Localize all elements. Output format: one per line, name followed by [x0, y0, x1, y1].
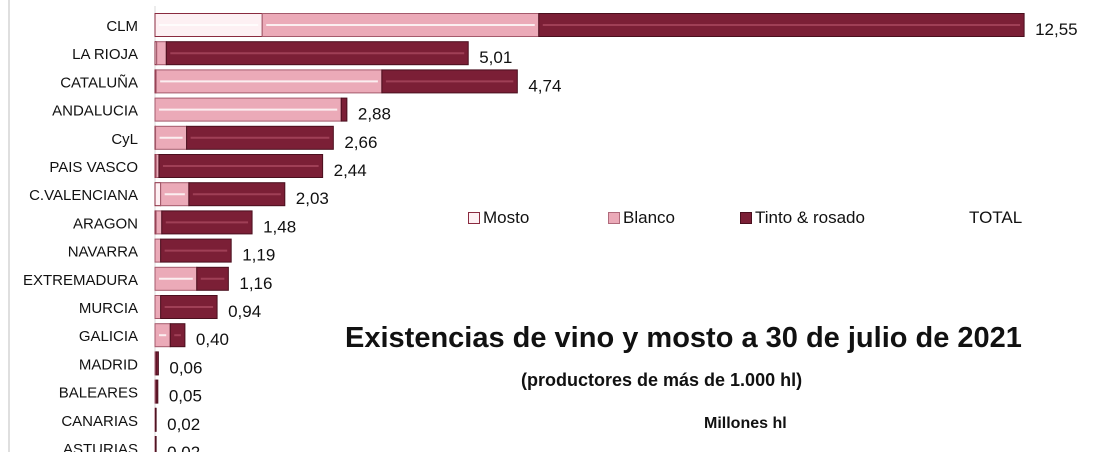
legend: Mosto Blanco Tinto & rosado TOTAL [468, 208, 1068, 232]
total-label-la-rioja: 5,01 [479, 48, 512, 67]
legend-item-mosto: Mosto [468, 208, 529, 228]
legend-item-tinto: Tinto & rosado [740, 208, 865, 228]
total-label-catalu-a: 4,74 [528, 76, 561, 95]
category-label-madrid: MADRID [79, 356, 138, 373]
category-label-andalucia: ANDALUCIA [52, 103, 138, 120]
tinto-swatch [740, 212, 752, 224]
total-label-andalucia: 2,88 [358, 105, 391, 124]
category-label-clm: CLM [106, 18, 138, 35]
bar-aragon-blanco [155, 210, 163, 235]
legend-label-total: TOTAL [969, 208, 1023, 227]
bar-andalucia-tinto-rosado [340, 97, 348, 122]
legend-label-blanco: Blanco [623, 208, 675, 227]
bar-asturias-tinto-rosado [155, 436, 157, 452]
category-label-asturias: ASTURIAS [63, 441, 138, 452]
units-label: Millones hl [704, 415, 787, 432]
legend-item-total: TOTAL [969, 208, 1022, 228]
category-label-la-rioja: LA RIOJA [72, 46, 138, 63]
blanco-swatch [608, 212, 620, 224]
bar-baleares-tinto-rosado [155, 379, 159, 404]
category-label-extremadura: EXTREMADURA [23, 272, 138, 289]
category-label-c-valenciana: C.VALENCIANA [29, 187, 138, 204]
total-label-c-valenciana: 2,03 [296, 189, 329, 208]
total-label-aragon: 1,48 [263, 217, 296, 236]
total-label-murcia: 0,94 [228, 302, 261, 321]
total-label-extremadura: 1,16 [239, 274, 272, 293]
bar-murcia-blanco [154, 295, 162, 319]
legend-item-blanco: Blanco [608, 208, 675, 228]
bar-la-rioja-blanco [156, 41, 167, 66]
bar-c-valenciana-mosto [154, 182, 162, 207]
bar-madrid-tinto-rosado [155, 351, 159, 376]
bar-canarias-tinto-rosado [155, 407, 157, 432]
bar-navarra-blanco [154, 238, 162, 263]
total-label-galicia: 0,40 [196, 330, 229, 349]
legend-label-mosto: Mosto [483, 208, 530, 227]
category-label-baleares: BALEARES [59, 385, 138, 402]
category-label-canarias: CANARIAS [61, 413, 138, 430]
category-label-navarra: NAVARRA [68, 244, 138, 261]
total-label-pais-vasco: 2,44 [334, 161, 367, 180]
total-label-madrid: 0,06 [169, 358, 202, 377]
total-label-cyl: 2,66 [344, 133, 377, 152]
chart-title: Existencias de vino y mosto a 30 de juli… [345, 322, 1022, 354]
category-label-murcia: MURCIA [79, 300, 138, 317]
category-label-aragon: ARAGON [73, 215, 138, 232]
total-label-navarra: 1,19 [242, 246, 275, 265]
category-label-catalu-a: CATALUÑA [60, 74, 138, 91]
legend-label-tinto: Tinto & rosado [755, 208, 865, 227]
chart-subtitle: (productores de más de 1.000 hl) [521, 370, 803, 390]
total-label-clm: 12,55 [1035, 20, 1078, 39]
category-label-galicia: GALICIA [79, 328, 138, 345]
total-label-asturias: 0,02 [167, 443, 200, 452]
category-label-cyl: CyL [111, 131, 138, 148]
category-label-pais-vasco: PAIS VASCO [49, 159, 138, 176]
total-label-canarias: 0,02 [167, 415, 200, 434]
mosto-swatch [468, 212, 480, 224]
total-label-baleares: 0,05 [169, 387, 202, 406]
